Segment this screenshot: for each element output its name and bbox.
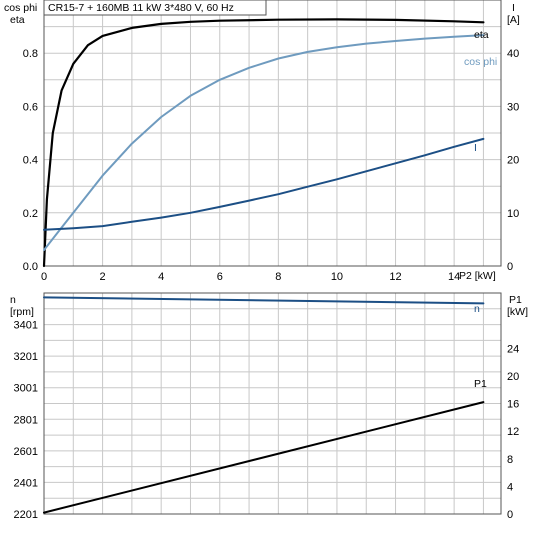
x-tick-label: 10 [331,271,343,283]
p1-tick-label: 0 [507,509,513,521]
y-left-tick-label: 0.6 [23,101,38,113]
x-tick-label: 6 [217,271,223,283]
top-plot-frame [43,0,502,267]
y-left-label-line1: cos phi [4,2,37,14]
y-right-tick-label: 30 [507,101,519,113]
n-tick-label: 2401 [14,477,38,489]
p1-tick-label: 20 [507,371,519,383]
y-left-label-line2: eta [10,14,25,26]
y-right-tick-label: 20 [507,155,519,167]
efficiency-current-panel: CR15-7 + 160MB 11 kW 3*480 V, 60 Hz cos … [4,0,520,283]
bottom-series [43,296,485,514]
n-tick-label: 2601 [14,446,38,458]
n-tick-label: 3201 [14,351,38,363]
n-tick-label: 3001 [14,383,38,395]
n-axis-label-line2: [rpm] [10,306,34,318]
y-right-label-line1: I [512,2,515,14]
y-right-tick-label: 10 [507,208,519,220]
p1-tick-label: 4 [507,481,513,493]
y-left-tick-label: 0.8 [23,48,38,60]
title-box [43,0,267,16]
series-label-cos-phi: cos phi [464,56,497,68]
top-y-left-ticks: 0.0 0.2 0.4 0.6 0.8 [23,48,38,273]
p1-tick-label: 12 [507,426,519,438]
series-label-current: I [474,142,477,154]
y-right-tick-label: 40 [507,48,519,60]
current-curve [43,137,485,231]
chart-title: CR15-7 + 160MB 11 kW 3*480 V, 60 Hz [48,2,234,14]
n-axis-label-line1: n [10,294,16,306]
cos-phi-curve [43,34,485,251]
speed-power-panel: n [rpm] P1 [kW] 2201 2401 2601 2801 3001 3201… [10,292,528,521]
p1-axis-label-line2: [kW] [507,306,528,318]
p1-tick-label: 16 [507,399,519,411]
top-series [42,18,485,268]
y-right-label-line2: [A] [507,14,520,26]
p1-tick-label: 24 [507,343,519,355]
top-y-right-ticks: 0 10 20 30 40 [507,48,519,273]
series-label-eta: eta [474,29,489,41]
x-tick-label: 12 [389,271,401,283]
x-tick-label: 14 [448,271,460,283]
bottom-grid [43,292,501,515]
y-left-tick-label: 0.0 [23,261,38,273]
bottom-y-left-ticks: 2201 2401 2601 2801 3001 3201 3401 [14,320,38,521]
x-tick-label: 2 [100,271,106,283]
y-left-tick-label: 0.4 [23,155,38,167]
x-tick-label: 8 [275,271,281,283]
bottom-y-right-ticks: 0 4 8 12 16 20 24 [507,343,519,521]
y-left-tick-label: 0.2 [23,208,38,220]
series-label-speed: n [474,303,480,315]
x-tick-label: 0 [41,271,47,283]
bottom-plot-frame [43,292,502,515]
n-tick-label: 2201 [14,509,38,521]
y-right-tick-label: 0 [507,261,513,273]
series-label-p1: P1 [474,378,487,390]
eta-curve [42,18,485,268]
p1-curve [43,401,485,514]
n-tick-label: 2801 [14,414,38,426]
x-tick-label: 4 [158,271,164,283]
top-grid [43,0,501,267]
p1-tick-label: 8 [507,454,513,466]
p1-axis-label-line1: P1 [509,294,522,306]
speed-curve [43,296,485,305]
n-tick-label: 3401 [14,320,38,332]
top-x-ticks: 0 2 4 6 8 10 12 14 [41,271,460,283]
x-axis-label: P2 [kW] [459,270,496,282]
